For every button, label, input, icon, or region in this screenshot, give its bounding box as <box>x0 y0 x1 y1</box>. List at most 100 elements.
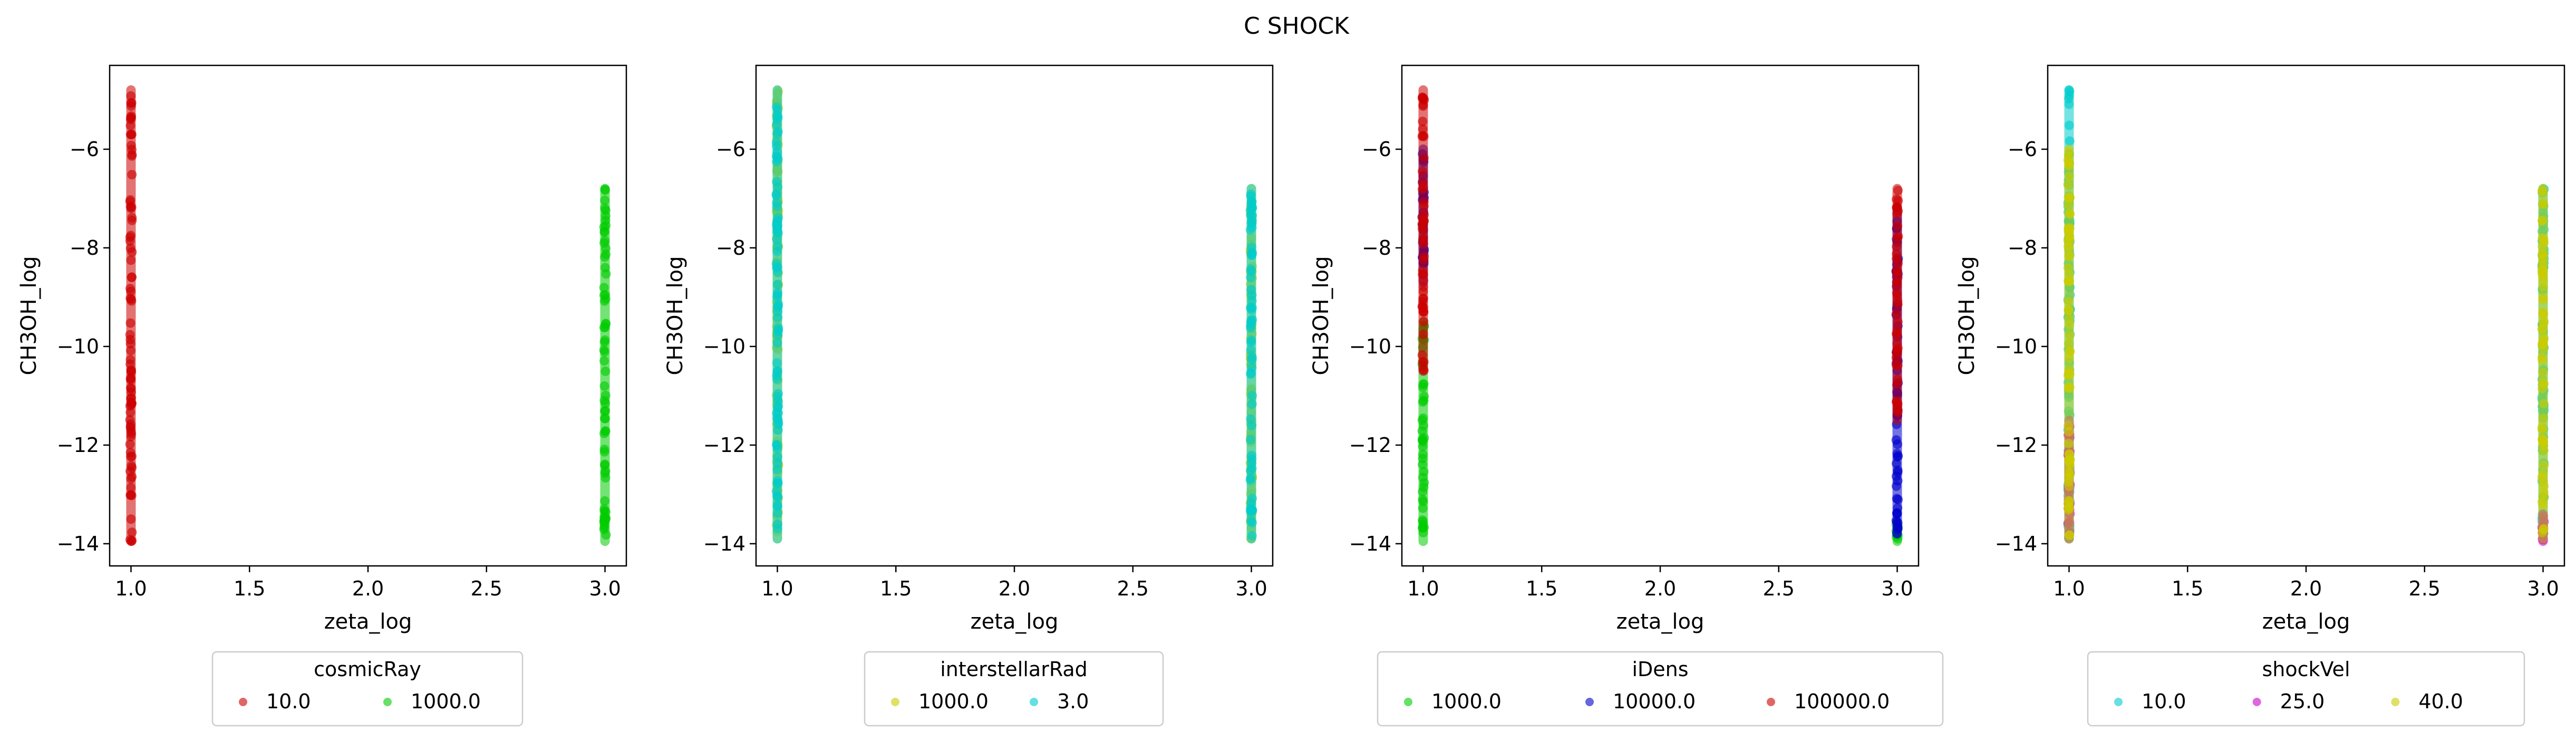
scatter-point <box>1892 452 1902 462</box>
y-axis-label: CH3OH_log <box>1309 256 1333 376</box>
x-tick-label: 1.5 <box>234 577 265 600</box>
scatter-point <box>1417 435 1427 445</box>
scatter-point <box>126 365 136 375</box>
y-tick-label: −12 <box>703 434 745 457</box>
scatter-point <box>1246 458 1256 468</box>
scatter-point <box>1418 503 1428 513</box>
legend-title: interstellarRad <box>940 658 1088 681</box>
legend-entry-label: 100000.0 <box>1794 690 1890 713</box>
y-tick-label: −6 <box>70 138 99 161</box>
legend-frame <box>864 651 1164 727</box>
scatter-point <box>772 440 782 450</box>
scatter-point <box>1419 153 1429 163</box>
x-tick-label: 2.0 <box>352 577 384 600</box>
scatter-point <box>2065 347 2075 357</box>
scatter-point <box>2064 467 2074 477</box>
scatter-point <box>2537 497 2547 507</box>
scatter-point <box>1245 206 1255 216</box>
y-tick-label: −14 <box>1995 532 2037 555</box>
scatter-point <box>2538 435 2548 445</box>
legend-title: shockVel <box>2262 658 2350 681</box>
y-axis-label: CH3OH_log <box>17 256 41 376</box>
y-axis-label: CH3OH_log <box>663 256 687 376</box>
scatter-point <box>1892 397 1902 407</box>
legend-entry-label: 10.0 <box>2142 690 2186 713</box>
scatter-point <box>125 330 135 340</box>
scatter-point <box>1893 407 1903 417</box>
scatter-point <box>127 247 137 257</box>
scatter-point <box>125 439 135 449</box>
scatter-point <box>2064 339 2074 349</box>
scatter-point <box>772 292 782 302</box>
scatter-point <box>1892 509 1902 519</box>
scatter-point <box>2065 276 2075 286</box>
scatter-point <box>2064 251 2074 261</box>
scatter-point <box>2063 180 2073 190</box>
series-2 <box>2063 416 2549 546</box>
scatter-point <box>1245 475 1255 485</box>
subplot-1: 1.0 1.5 2.0 2.5 3.0 −6 −8 −10 −12 −14 zeta_log CH3O… <box>17 64 627 727</box>
scatter-point <box>2063 296 2073 306</box>
series-2 <box>599 184 611 546</box>
scatter-point <box>773 478 783 488</box>
legend-entry-label: 3.0 <box>1057 690 1089 713</box>
scatter-point <box>601 206 611 216</box>
x-tick-label: 1.5 <box>880 577 912 600</box>
legend-marker <box>2391 698 2400 706</box>
scatter-point <box>2539 460 2549 470</box>
scatter-point <box>599 504 609 514</box>
legend-marker <box>2252 698 2261 706</box>
scatter-point <box>2538 469 2548 479</box>
scatter-point <box>1417 166 1427 176</box>
scatter-point <box>126 387 136 397</box>
x-axis-label: zeta_log <box>971 610 1059 634</box>
scatter-point <box>1246 285 1256 295</box>
y-tick-label: −10 <box>57 335 99 358</box>
scatter-point <box>1893 273 1903 283</box>
scatter-point <box>1418 117 1428 127</box>
scatter-point <box>599 460 609 470</box>
legend-marker <box>1404 698 1412 706</box>
scatter-point <box>1247 250 1257 260</box>
scatter-point <box>773 403 783 413</box>
scatter-point <box>772 519 782 529</box>
series-1 <box>1417 317 1903 546</box>
scatter-point <box>2539 399 2549 409</box>
legend: shockVel 10.0 25.0 40.0 <box>2087 651 2525 727</box>
scatter-point <box>771 486 781 496</box>
legend-entry-label: 10.0 <box>266 690 311 713</box>
scatter-point <box>600 496 610 506</box>
scatter-point <box>772 508 782 518</box>
scatter-point <box>1247 506 1257 516</box>
scatter-point <box>772 452 782 462</box>
scatter-point <box>1246 345 1256 355</box>
scatter-point <box>1893 317 1903 327</box>
x-tick-label: 3.0 <box>1235 577 1267 600</box>
scatter-point <box>1245 435 1255 445</box>
subplot-3: 1.0 1.5 2.0 2.5 3.0 −6 −8 −10 −12 −14 zeta_log CH3O… <box>1309 64 1944 727</box>
scatter-point <box>1245 225 1255 235</box>
scatter-point <box>2539 413 2549 424</box>
scatter-point <box>1418 124 1428 134</box>
x-tick-label: 2.5 <box>2409 577 2441 600</box>
legend-marker <box>1030 698 1038 706</box>
legend-marker <box>239 698 247 706</box>
scatter-point <box>2538 187 2548 197</box>
scatter-point <box>2064 241 2074 251</box>
scatter-point <box>1247 215 1257 225</box>
scatter-point <box>773 267 783 277</box>
legend: interstellarRad 1000.0 3.0 <box>864 651 1164 727</box>
scatter-point <box>772 280 782 290</box>
scatter-point <box>1246 264 1256 274</box>
scatter-point <box>1418 100 1428 110</box>
legend-marker <box>383 698 392 706</box>
scatter-point <box>125 201 135 211</box>
scatter-point <box>1247 391 1257 401</box>
scatter-point <box>601 366 611 376</box>
scatter-point <box>1419 216 1429 226</box>
scatter-point <box>600 413 610 424</box>
scatter-point <box>773 326 783 336</box>
scatter-point <box>601 530 611 540</box>
scatter-point <box>2539 379 2549 389</box>
